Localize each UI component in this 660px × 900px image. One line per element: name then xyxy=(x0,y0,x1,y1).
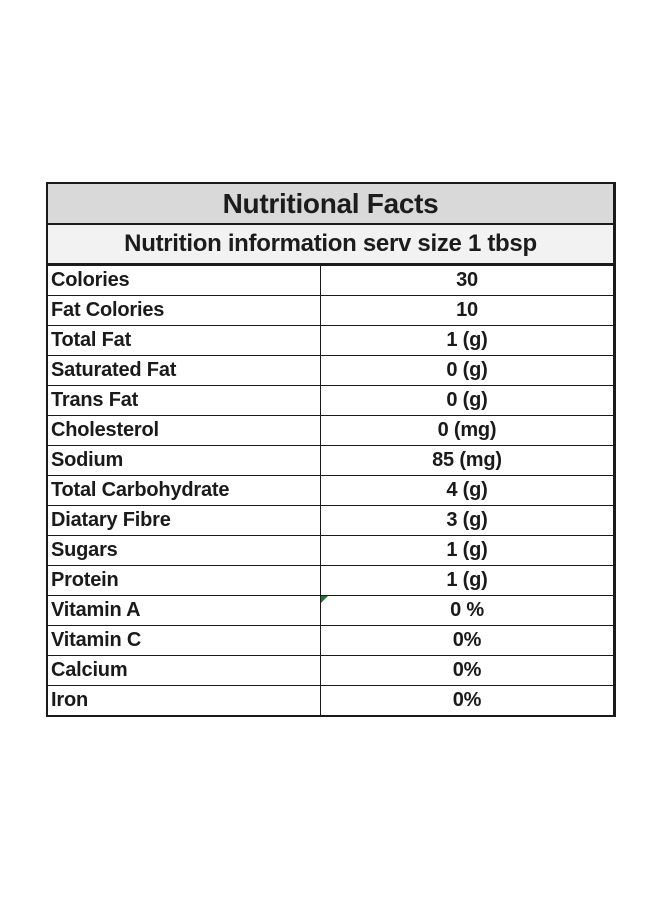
nutrient-value: 85 (mg) xyxy=(432,449,502,471)
nutrient-label: Vitamin C xyxy=(48,626,321,655)
nutrient-label: Sugars xyxy=(48,536,321,565)
nutrient-label: Vitamin A xyxy=(48,596,321,625)
nutrient-label: Iron xyxy=(48,686,321,715)
table-row: Sodium 85 (mg) xyxy=(48,446,613,476)
nutrient-value: 10 xyxy=(456,299,478,321)
table-title: Nutritional Facts xyxy=(48,184,613,225)
nutrient-value: 4 (g) xyxy=(446,479,488,501)
nutrient-label: Trans Fat xyxy=(48,386,321,415)
nutrient-value: 0% xyxy=(452,659,482,681)
nutrient-label: Colories xyxy=(48,266,321,295)
nutrient-value: 1 (g) xyxy=(446,569,488,591)
table-row: Sugars 1 (g) xyxy=(48,536,613,566)
nutrient-label: Calcium xyxy=(48,656,321,685)
comment-marker-icon[interactable] xyxy=(321,596,328,603)
table-row: Saturated Fat 0 (g) xyxy=(48,356,613,386)
nutrient-label: Diatary Fibre xyxy=(48,506,321,535)
nutrient-label: Total Carbohydrate xyxy=(48,476,321,505)
nutrient-value: 30 xyxy=(456,269,478,291)
nutrient-value: 0 (mg) xyxy=(437,419,497,441)
nutrient-value: 0% xyxy=(452,629,482,651)
table-row: Protein 1 (g) xyxy=(48,566,613,596)
table-row: Total Carbohydrate 4 (g) xyxy=(48,476,613,506)
nutrient-value[interactable]: 0 % xyxy=(321,596,613,625)
table-row: Iron 0% xyxy=(48,686,613,715)
nutrient-value: 1 (g) xyxy=(446,539,488,561)
table-row: Trans Fat 0 (g) xyxy=(48,386,613,416)
table-row: Vitamin C 0% xyxy=(48,626,613,656)
nutrient-value: 1 (g) xyxy=(446,329,488,351)
nutrient-value: 0 (g) xyxy=(446,359,488,381)
nutrient-rows: Colories 30 Fat Colories 10 Total Fat 1 … xyxy=(48,266,613,715)
table-row: Diatary Fibre 3 (g) xyxy=(48,506,613,536)
table-subtitle: Nutrition information serv size 1 tbsp xyxy=(48,225,613,266)
table-row: Cholesterol 0 (mg) xyxy=(48,416,613,446)
nutrient-label: Cholesterol xyxy=(48,416,321,445)
nutrient-value: 3 (g) xyxy=(446,509,488,531)
nutrient-value: 0 (g) xyxy=(446,389,488,411)
nutrient-label: Sodium xyxy=(48,446,321,475)
nutrition-facts-table: Nutritional Facts Nutrition information … xyxy=(46,182,616,717)
nutrient-label: Total Fat xyxy=(48,326,321,355)
table-row: Fat Colories 10 xyxy=(48,296,613,326)
nutrient-label: Saturated Fat xyxy=(48,356,321,385)
table-row: Vitamin A 0 % xyxy=(48,596,613,626)
table-row: Colories 30 xyxy=(48,266,613,296)
table-row: Total Fat 1 (g) xyxy=(48,326,613,356)
nutrient-label: Protein xyxy=(48,566,321,595)
table-row: Calcium 0% xyxy=(48,656,613,686)
nutrient-value: 0% xyxy=(452,689,482,711)
nutrient-label: Fat Colories xyxy=(48,296,321,325)
nutrient-value-text: 0 % xyxy=(450,599,484,621)
